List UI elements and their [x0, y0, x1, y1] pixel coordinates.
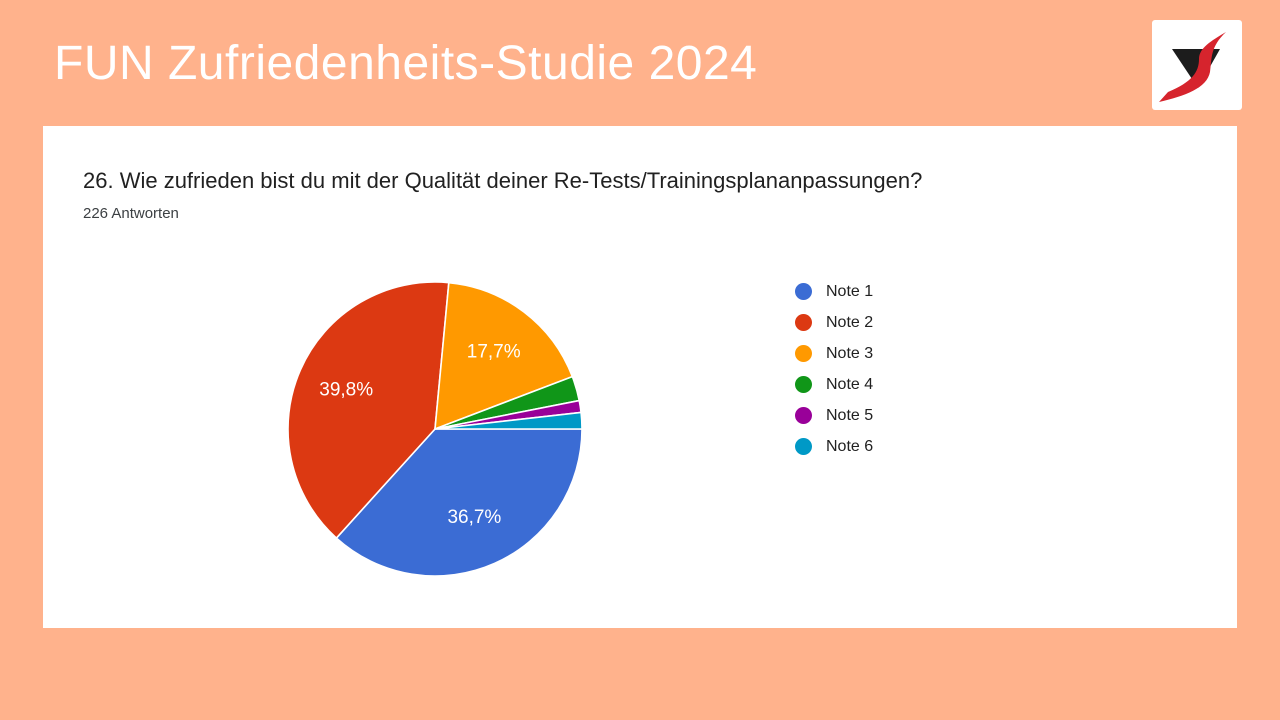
legend-label-note-2: Note 2 [826, 313, 874, 331]
legend-dot-note-5 [795, 407, 812, 424]
pie-slice-note-6[interactable] [434, 411, 583, 430]
pie-slice-note-2[interactable] [287, 281, 450, 539]
legend-label-note-6: Note 6 [826, 437, 874, 455]
logo-icon [1159, 32, 1226, 102]
logo-swoosh-shape [1159, 32, 1226, 102]
question-title: 26. Wie zufrieden bist du mit der Qualit… [83, 168, 923, 193]
pie-chart-container: 36,7% 39,8% 17,7% [285, 279, 585, 579]
results-card: 26. Wie zufrieden bist du mit der Qualit… [43, 126, 1237, 628]
legend-item-note-2: Note 2 [795, 307, 873, 338]
responses-count: 226 Antworten [83, 205, 179, 222]
pie-label-note-1: 36,7% [447, 507, 501, 528]
legend-item-note-6: Note 6 [795, 431, 873, 462]
legend-dot-note-3 [795, 345, 812, 362]
pie-slice-note-1[interactable] [335, 428, 583, 577]
legend-label-note-1: Note 1 [826, 282, 874, 300]
chart-legend: Note 1 Note 2 Note 3 Note 4 Note 5 Note 6 [795, 276, 873, 462]
legend-item-note-1: Note 1 [795, 276, 873, 307]
legend-item-note-4: Note 4 [795, 369, 873, 400]
legend-item-note-3: Note 3 [795, 338, 873, 369]
pie-label-note-3: 17,7% [467, 341, 521, 362]
legend-label-note-3: Note 3 [826, 344, 874, 362]
company-logo [1152, 20, 1242, 110]
legend-dot-note-2 [795, 314, 812, 331]
legend-dot-note-6 [795, 438, 812, 455]
legend-label-note-4: Note 4 [826, 375, 874, 393]
pie-slice-note-3[interactable] [434, 281, 574, 430]
page-title: FUN Zufriedenheits-Studie 2024 [54, 37, 758, 90]
legend-dot-note-4 [795, 376, 812, 393]
pie-label-note-2: 39,8% [319, 379, 373, 400]
legend-dot-note-1 [795, 283, 812, 300]
pie-chart: 36,7% 39,8% 17,7% [287, 281, 583, 577]
legend-label-note-5: Note 5 [826, 406, 874, 424]
legend-item-note-5: Note 5 [795, 400, 873, 431]
